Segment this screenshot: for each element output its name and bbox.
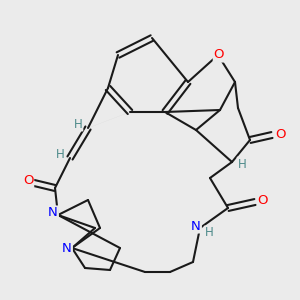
- Text: O: O: [275, 128, 285, 142]
- Text: H: H: [74, 118, 82, 130]
- Text: O: O: [23, 173, 33, 187]
- Text: H: H: [56, 148, 64, 161]
- Text: O: O: [258, 194, 268, 206]
- Text: O: O: [214, 49, 224, 62]
- Text: H: H: [205, 226, 213, 239]
- Text: H: H: [238, 158, 246, 170]
- Text: N: N: [62, 242, 72, 254]
- Text: N: N: [191, 220, 201, 232]
- Text: N: N: [48, 206, 58, 220]
